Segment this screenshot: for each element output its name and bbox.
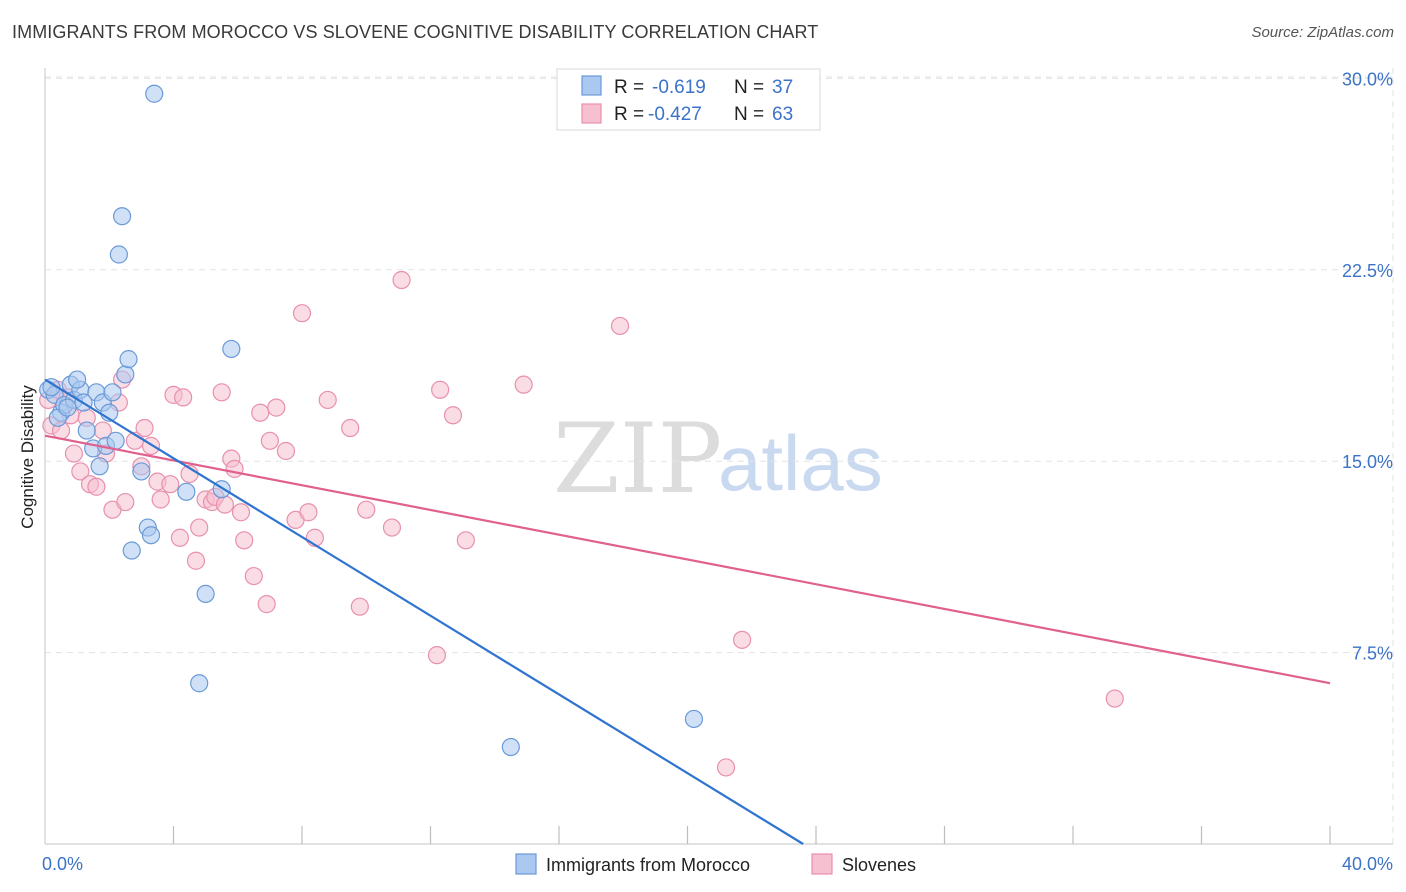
watermark-zip: ZIP — [553, 403, 722, 515]
morocco-point-20 — [119, 350, 138, 369]
morocco-point-31 — [501, 737, 520, 757]
legend-n-value-slovenes: 63 — [772, 104, 793, 125]
slovenes-point-40 — [251, 403, 270, 422]
legend-swatch-morocco — [581, 75, 602, 96]
y-tick-label-0: 7.5% — [1352, 644, 1393, 664]
slovenes-point-29 — [190, 518, 209, 537]
morocco-point-25 — [141, 526, 161, 545]
slovenes-point-36 — [225, 459, 244, 478]
slovenes-point-53 — [382, 518, 402, 537]
slovenes-point-39 — [244, 566, 263, 586]
watermark-atlas: atlas — [718, 419, 883, 507]
slovenes-point-37 — [231, 503, 251, 522]
slovenes-point-58 — [456, 531, 475, 550]
slovenes-point-62 — [733, 630, 752, 649]
morocco-point-27 — [190, 674, 209, 693]
slovenes-point-33 — [212, 383, 231, 402]
legend-swatch-slovenes — [581, 103, 602, 124]
slovenes-point-47 — [299, 503, 318, 522]
y-tick-labels: 7.5% 15.0% 22.5% 30.0% — [1342, 69, 1393, 663]
y-axis-label: Cognitive Disability — [18, 385, 37, 529]
slovenes-point-19 — [135, 418, 154, 438]
bottom-legend-swatch-slovenes — [811, 853, 833, 875]
morocco-point-18 — [109, 245, 128, 264]
legend-n-value-morocco: 37 — [772, 77, 793, 98]
bottom-legend: Immigrants from Morocco Slovenes — [515, 853, 916, 875]
slovenes-point-46 — [292, 304, 312, 323]
slovenes-point-61 — [716, 758, 736, 777]
morocco-point-34 — [58, 398, 77, 417]
bottom-legend-label-slovenes: Slovenes — [842, 855, 916, 875]
slovenes-point-10 — [87, 477, 106, 496]
slovenes-point-56 — [431, 380, 450, 399]
morocco-point-8 — [77, 421, 96, 440]
morocco-point-21 — [122, 541, 141, 560]
slovenes-point-7 — [71, 462, 90, 481]
slovenes-point-42 — [260, 431, 279, 450]
y-tick-label-1: 15.0% — [1342, 452, 1393, 472]
slovenes-point-16 — [116, 492, 135, 512]
slovenes-point-38 — [235, 531, 254, 550]
morocco-point-32 — [684, 709, 704, 729]
morocco-point-11 — [90, 457, 109, 476]
slovenes-point-60 — [610, 316, 630, 336]
axes — [44, 68, 1393, 845]
slovenes-point-57 — [443, 406, 463, 425]
morocco-point-26 — [177, 482, 196, 501]
slovenes-trend-line — [44, 434, 1331, 685]
legend-n-label-morocco: N = — [734, 77, 764, 98]
slovenes-point-55 — [427, 646, 447, 665]
y-tick-label-3: 30.0% — [1342, 69, 1393, 89]
slovenes-point-44 — [276, 441, 296, 461]
trend-lines — [44, 378, 1331, 845]
bottom-legend-label-morocco: Immigrants from Morocco — [546, 855, 750, 875]
morocco-point-15 — [103, 383, 122, 402]
source-label: Source: ZipAtlas.com — [1251, 24, 1394, 41]
slovenes-point-63 — [1105, 689, 1124, 708]
slovenes-point-51 — [350, 597, 369, 616]
chart-title: IMMIGRANTS FROM MOROCCO VS SLOVENE COGNI… — [12, 22, 819, 42]
morocco-point-30 — [222, 339, 241, 359]
morocco-point-7 — [68, 370, 87, 389]
morocco-point-36 — [42, 378, 61, 397]
slovenes-point-22 — [151, 490, 170, 509]
slovenes-point-26 — [174, 388, 193, 407]
legend-n-label-slovenes: N = — [734, 104, 764, 125]
slovenes-point-59 — [514, 375, 533, 394]
slovenes-point-41 — [257, 595, 276, 614]
legend-r-value-morocco: -0.619 — [652, 77, 706, 98]
legend-r-label-slovenes: R = — [614, 104, 644, 125]
morocco-point-24 — [145, 84, 164, 103]
series-morocco-points — [39, 84, 704, 757]
morocco-point-28 — [196, 584, 215, 604]
morocco-point-17 — [112, 207, 132, 226]
morocco-point-19 — [116, 365, 135, 384]
slovenes-point-43 — [267, 398, 286, 417]
bottom-legend-swatch-morocco — [515, 853, 537, 875]
morocco-point-22 — [132, 462, 151, 481]
slovenes-point-23 — [161, 475, 180, 494]
legend-r-value-slovenes: -0.427 — [648, 104, 702, 125]
x-tick-label-max: 40.0% — [1342, 854, 1393, 874]
slovenes-point-52 — [357, 500, 376, 519]
slovenes-point-28 — [186, 551, 206, 570]
slovenes-point-54 — [392, 270, 411, 290]
series-slovenes-points — [39, 270, 1124, 777]
slovenes-point-50 — [341, 418, 360, 438]
x-tick-labels: 0.0% 40.0% — [42, 854, 1393, 874]
slovenes-point-6 — [64, 444, 84, 463]
legend: R = -0.619 N = 37 R = -0.427 N = 63 — [556, 68, 821, 131]
x-tick-label-min: 0.0% — [42, 854, 83, 874]
slovenes-point-25 — [170, 528, 190, 547]
legend-r-label-morocco: R = — [614, 77, 644, 98]
slovenes-point-34 — [215, 495, 234, 514]
y-tick-label-2: 22.5% — [1342, 261, 1393, 281]
slovenes-point-49 — [318, 390, 337, 410]
morocco-point-16 — [106, 431, 125, 450]
watermark: ZIP atlas — [553, 403, 883, 515]
morocco-trend-line — [44, 378, 804, 845]
